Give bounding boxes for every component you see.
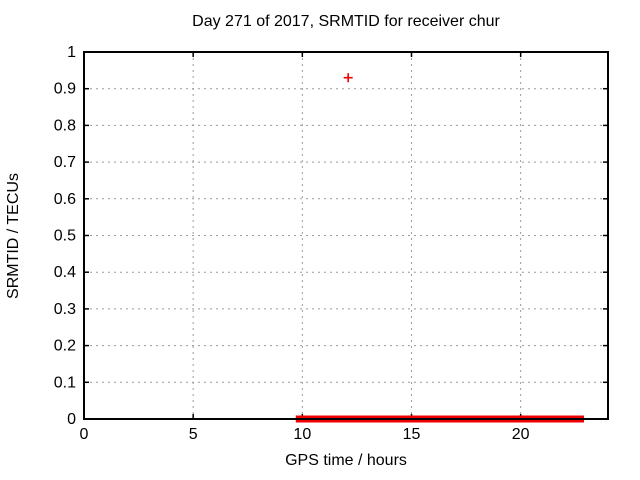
y-tick-label: 0.4 <box>54 264 76 281</box>
x-tick-label: 0 <box>80 426 89 443</box>
x-axis-label: GPS time / hours <box>285 452 407 469</box>
y-tick-label: 0 <box>67 411 76 428</box>
y-tick-label: 1 <box>67 44 76 61</box>
y-tick-label: 0.6 <box>54 191 76 208</box>
x-tick-label: 5 <box>189 426 198 443</box>
y-tick-label: 0.5 <box>54 228 76 245</box>
y-tick-label: 0.1 <box>54 374 76 391</box>
x-tick-label: 20 <box>512 426 530 443</box>
x-tick-label: 15 <box>403 426 421 443</box>
plot-border <box>83 51 609 420</box>
y-tick-label: 0.8 <box>54 117 76 134</box>
y-tick-label: 0.9 <box>54 81 76 98</box>
chart-title: Day 271 of 2017, SRMTID for receiver chu… <box>192 13 500 30</box>
x-tick-label: 10 <box>293 426 311 443</box>
y-tick-label: 0.7 <box>54 154 76 171</box>
y-tick-label: 0.3 <box>54 301 76 318</box>
y-tick-label: 0.2 <box>54 338 76 355</box>
